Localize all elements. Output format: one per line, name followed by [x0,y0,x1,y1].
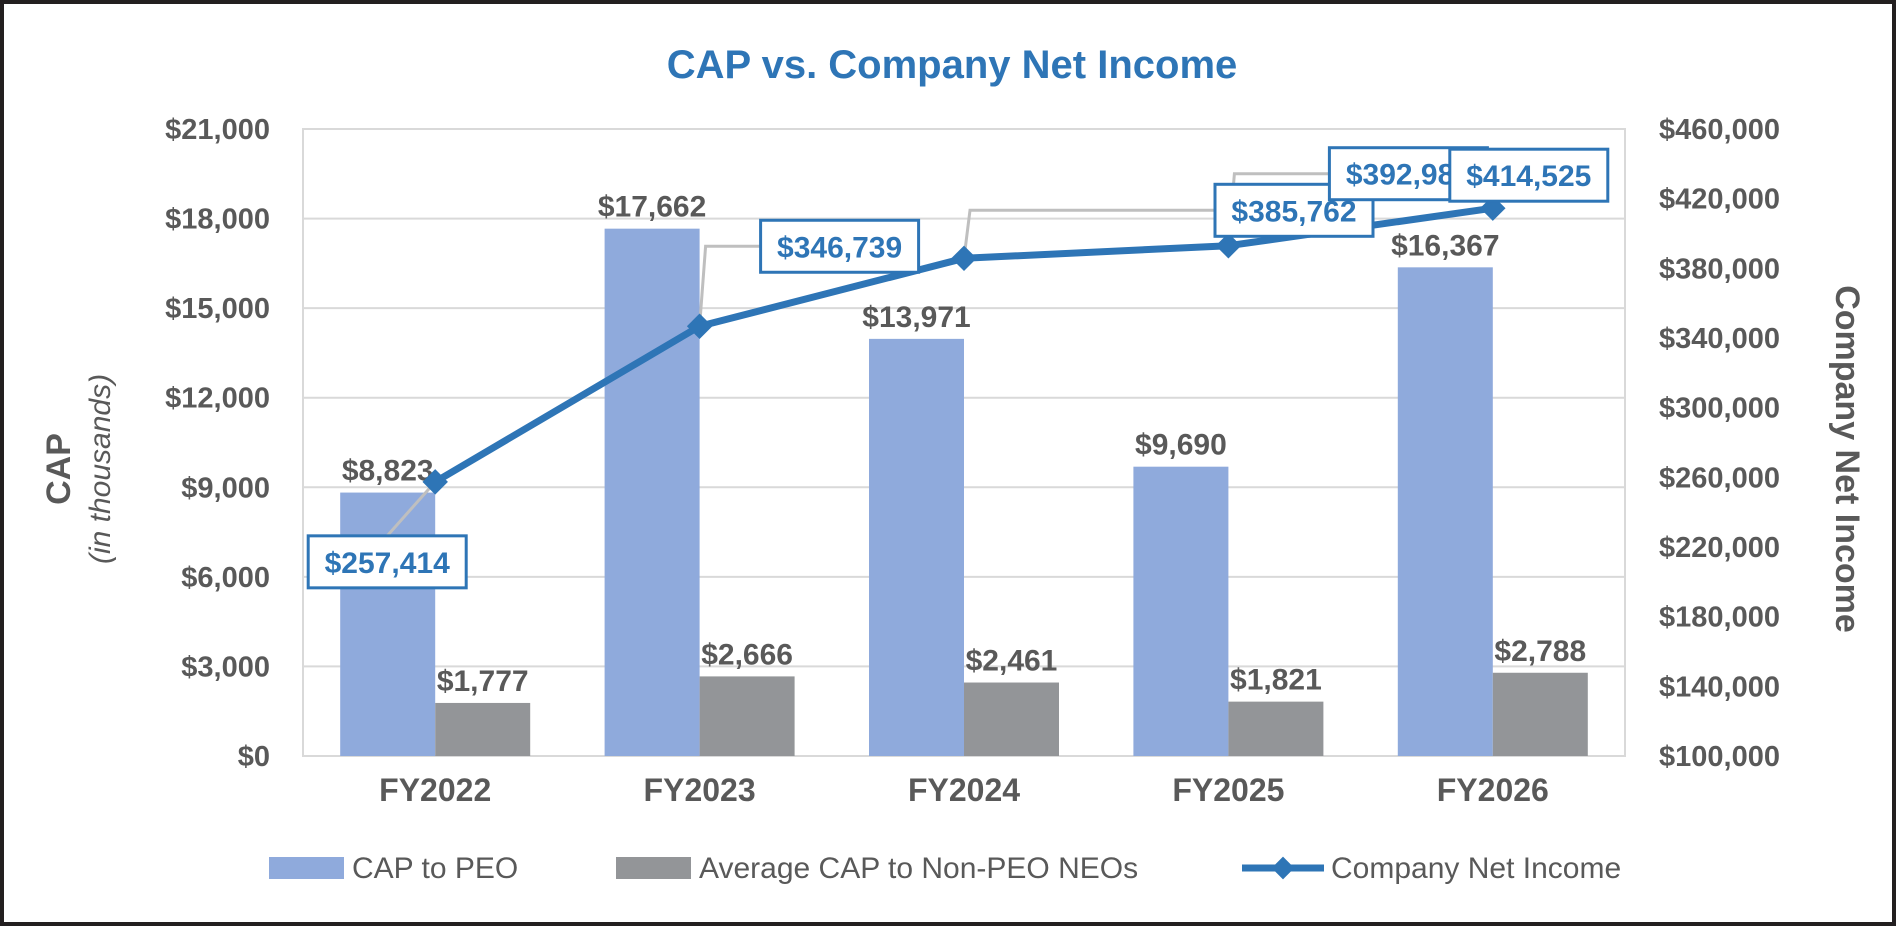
bar-cap-neo [1492,672,1588,756]
net-income-marker [951,245,977,272]
legend-swatch-cap-neo [616,857,691,879]
net-income-marker [686,313,713,339]
leader-line [386,480,437,537]
bar-cap-peo [869,338,964,756]
category-label: FY2023 [644,772,756,808]
category-label: FY2025 [1172,772,1284,808]
legend-label-net-income: Company Net Income [1331,852,1621,885]
income-callout-box [759,218,921,274]
bar-cap-peo [604,228,700,756]
left-tick-label: $18,000 [165,204,270,236]
bar-label-cap-peo: $13,971 [862,301,970,334]
bar-cap-peo [1397,267,1493,756]
legend-marker-net-income [1271,856,1295,880]
right-axis-ticks: $100,000 $140,000 $180,000 $220,000 $260,000… [1659,114,1780,773]
bar-label-cap-peo: $16,367 [1391,229,1499,262]
category-labels: FY2022 FY2023 FY2024 FY2025 FY2026 [379,772,1549,808]
left-tick-label: $12,000 [165,383,270,415]
bar-label-cap-neo: $2,788 [1494,635,1586,668]
income-label: $414,525 [1466,160,1591,193]
right-axis-title: Company Net Income [1828,285,1866,633]
left-tick-label: $3,000 [181,651,270,683]
bar-labels: $8,823 $1,777 $17,662 $2,666 $13,971 $2,461 $9… [342,191,1586,698]
income-label: $346,739 [777,231,902,264]
right-tick-label: $460,000 [1659,114,1780,146]
legend: CAP to PEO Average CAP to Non-PEO NEOs C… [269,852,1621,885]
income-labels: $257,414$346,739$385,762$392,988$414,525 [306,146,1610,590]
chart-svg: CAP vs. Company Net Income $8,823$1,777$… [40,43,1866,885]
left-tick-label: $15,000 [165,293,270,325]
net-income-marker [422,469,448,495]
right-tick-label: $100,000 [1659,741,1780,773]
left-tick-label: $9,000 [181,472,270,504]
right-tick-label: $260,000 [1659,462,1780,494]
left-axis-subtitle: (in thousands) [84,374,117,564]
right-tick-label: $180,000 [1659,602,1780,634]
right-tick-label: $220,000 [1659,532,1780,564]
bar-cap-peo [1133,466,1229,756]
left-axis-ticks: $0 $3,000 $6,000 $9,000 $12,000 $15,000 $18,00… [165,114,270,773]
bar-cap-peo [340,492,436,756]
right-tick-label: $380,000 [1659,253,1780,285]
income-callout-box [306,534,468,590]
right-tick-label: $420,000 [1659,184,1780,216]
left-tick-label: $0 [238,741,270,773]
bar-cap-neo [964,682,1059,756]
bar-label-cap-neo: $1,821 [1230,664,1322,697]
category-label: FY2024 [908,772,1020,808]
chart-title: CAP vs. Company Net Income [667,43,1238,87]
left-axis-title: CAP [40,433,78,505]
bar-label-cap-neo: $2,666 [701,638,793,671]
income-label: $257,414 [325,547,450,580]
right-tick-label: $340,000 [1659,323,1780,355]
leader-line [962,208,1215,259]
right-tick-label: $300,000 [1659,393,1780,425]
bar-cap-neo [699,676,795,756]
legend-label-cap-peo: CAP to PEO [352,852,518,885]
legend-swatch-cap-peo [269,857,344,879]
bar-cap-neo [1228,701,1324,756]
bar-label-cap-peo: $9,690 [1135,429,1227,462]
bar-label-cap-neo: $2,461 [966,645,1058,678]
category-label: FY2022 [379,772,491,808]
left-tick-label: $6,000 [181,562,270,594]
bar-cap-neo [435,702,531,756]
legend-label-cap-neo: Average CAP to Non-PEO NEOs [699,852,1138,885]
right-tick-label: $140,000 [1659,671,1780,703]
bar-label-cap-peo: $8,823 [342,455,434,488]
bar-label-cap-peo: $17,662 [598,191,706,224]
leader-line [698,244,761,327]
bar-label-cap-neo: $1,777 [437,665,529,698]
bars [340,228,1588,756]
category-label: FY2026 [1437,772,1549,808]
left-tick-label: $21,000 [165,114,270,146]
income-callout-box [1448,147,1610,203]
